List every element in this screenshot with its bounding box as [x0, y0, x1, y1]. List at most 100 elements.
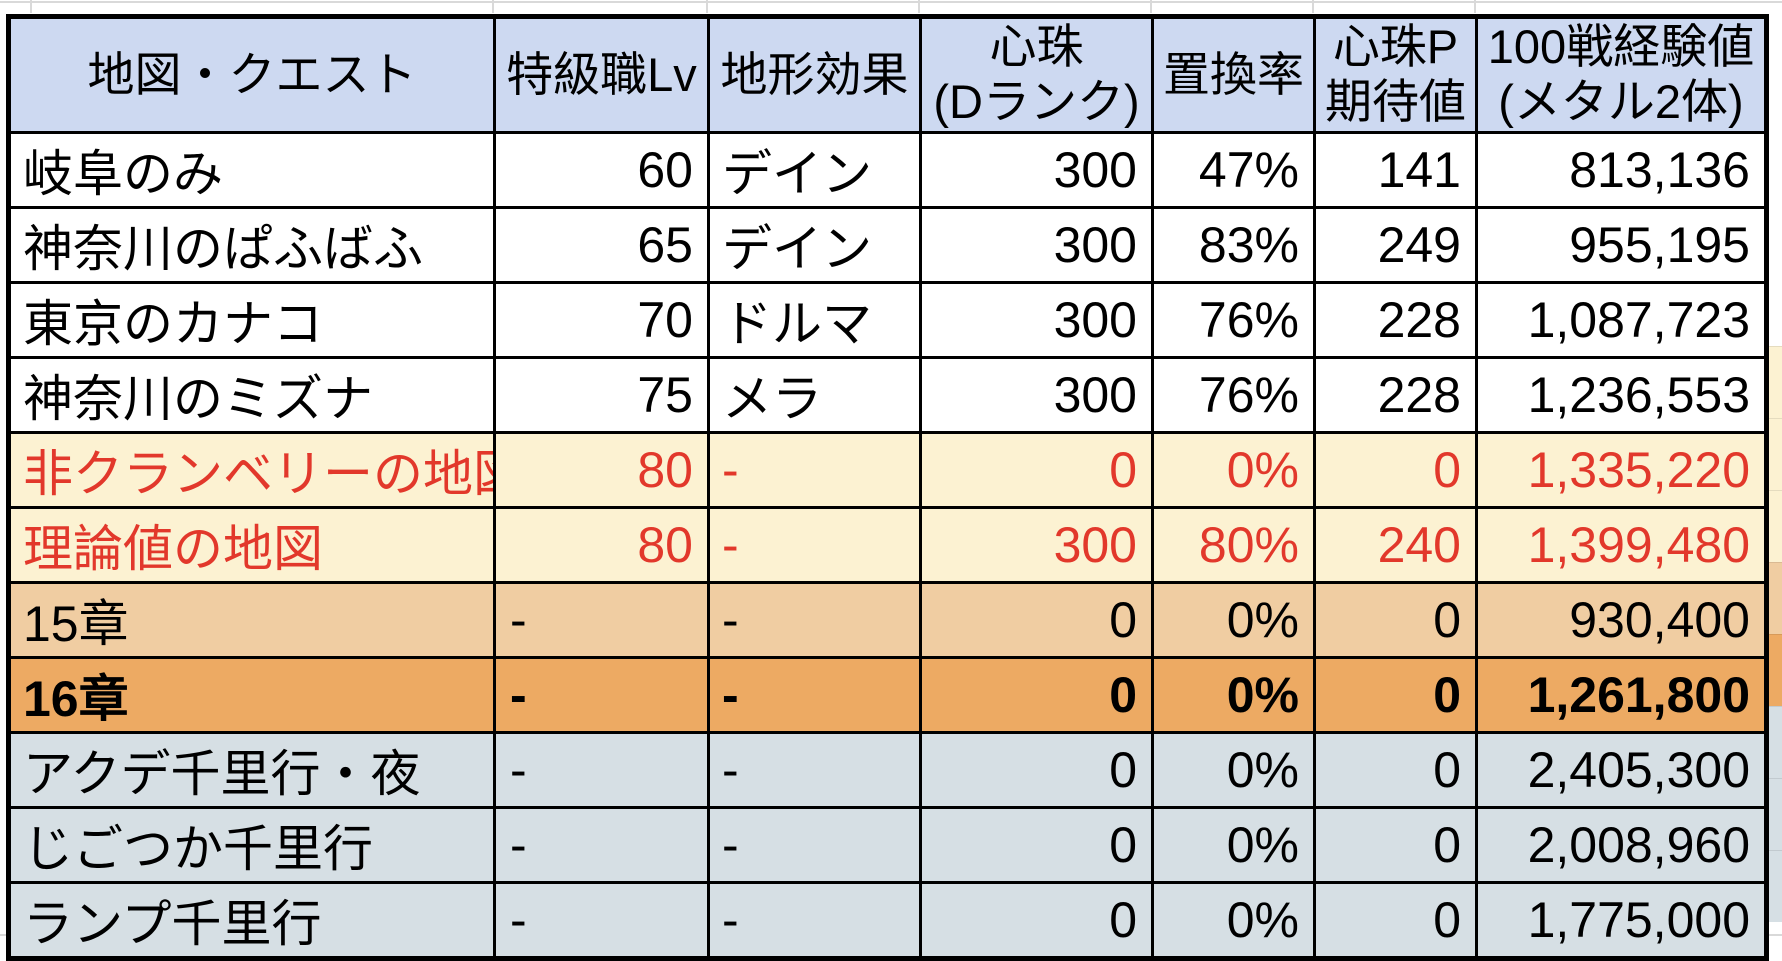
cell-terrain[interactable]: メラ: [707, 356, 922, 434]
cell-orb-points[interactable]: 228: [1313, 281, 1478, 359]
cell-orb[interactable]: 0: [919, 581, 1154, 659]
cell-terrain[interactable]: デイン: [707, 206, 922, 284]
cell-terrain[interactable]: デイン: [707, 131, 922, 209]
cell-terrain[interactable]: -: [707, 506, 922, 584]
table-row: 理論値の地図 80 - 300 80% 240 1,399,480: [7, 506, 1768, 584]
cell-rate[interactable]: 0%: [1151, 881, 1316, 960]
gridline: [706, 0, 708, 13]
col-header-rate[interactable]: 置換率: [1151, 15, 1316, 134]
cell-quest[interactable]: 東京のカナコ: [7, 281, 496, 359]
cell-level[interactable]: -: [493, 731, 710, 809]
cell-orb-points[interactable]: 0: [1313, 431, 1478, 509]
cell-level[interactable]: 80: [493, 506, 710, 584]
cell-terrain[interactable]: ドルマ: [707, 281, 922, 359]
cell-orb[interactable]: 0: [919, 656, 1154, 734]
fill-blue: [1766, 850, 1782, 922]
cell-orb[interactable]: 300: [919, 131, 1154, 209]
cell-quest[interactable]: 理論値の地図: [7, 506, 496, 584]
cell-exp[interactable]: 1,236,553: [1475, 356, 1768, 434]
cell-level[interactable]: -: [493, 656, 710, 734]
cell-orb[interactable]: 0: [919, 881, 1154, 960]
cell-level[interactable]: -: [493, 806, 710, 884]
gridline: [1474, 0, 1476, 13]
cell-rate[interactable]: 47%: [1151, 131, 1316, 209]
cell-terrain[interactable]: -: [707, 731, 922, 809]
cell-orb-points[interactable]: 0: [1313, 731, 1478, 809]
cell-quest[interactable]: ランプ千里行: [7, 881, 496, 960]
cell-level[interactable]: 60: [493, 131, 710, 209]
cell-orb-points[interactable]: 249: [1313, 206, 1478, 284]
cell-exp[interactable]: 813,136: [1475, 131, 1768, 209]
col-header-quest[interactable]: 地図・クエスト: [7, 15, 496, 134]
cell-quest[interactable]: 神奈川のミズナ: [7, 356, 496, 434]
cell-rate[interactable]: 0%: [1151, 731, 1316, 809]
cell-exp[interactable]: 1,775,000: [1475, 881, 1768, 960]
cell-orb[interactable]: 0: [919, 431, 1154, 509]
cell-orb-points[interactable]: 0: [1313, 881, 1478, 960]
cell-exp[interactable]: 2,405,300: [1475, 731, 1768, 809]
table-row: 15章 - - 0 0% 0 930,400: [7, 581, 1768, 659]
gridline: [30, 0, 32, 13]
col-header-exp[interactable]: 100戦経験値 (メタル2体): [1475, 15, 1768, 134]
table-row: 神奈川のぱふばふ 65 デイン 300 83% 249 955,195: [7, 206, 1768, 284]
table-row: じごつか千里行 - - 0 0% 0 2,008,960: [7, 806, 1768, 884]
gridline: [918, 0, 920, 13]
col-header-orb[interactable]: 心珠 (Dランク): [919, 15, 1154, 134]
cell-orb-points[interactable]: 240: [1313, 506, 1478, 584]
cell-rate[interactable]: 0%: [1151, 806, 1316, 884]
cell-rate[interactable]: 76%: [1151, 281, 1316, 359]
cell-level[interactable]: 70: [493, 281, 710, 359]
fill-tan: [1766, 562, 1782, 634]
fill-white: [1766, 14, 1782, 346]
cell-level[interactable]: 80: [493, 431, 710, 509]
cell-orb-points[interactable]: 0: [1313, 806, 1478, 884]
gridline: [0, 1, 1782, 3]
cell-orb[interactable]: 300: [919, 206, 1154, 284]
cell-level[interactable]: 65: [493, 206, 710, 284]
cell-terrain[interactable]: -: [707, 881, 922, 960]
cell-rate[interactable]: 0%: [1151, 431, 1316, 509]
cell-rate[interactable]: 0%: [1151, 656, 1316, 734]
cell-exp[interactable]: 1,261,800: [1475, 656, 1768, 734]
cell-rate[interactable]: 80%: [1151, 506, 1316, 584]
cell-orb-points[interactable]: 141: [1313, 131, 1478, 209]
cell-rate[interactable]: 83%: [1151, 206, 1316, 284]
cell-exp[interactable]: 1,399,480: [1475, 506, 1768, 584]
cell-orb-points[interactable]: 0: [1313, 581, 1478, 659]
cell-orb[interactable]: 0: [919, 806, 1154, 884]
cell-rate[interactable]: 76%: [1151, 356, 1316, 434]
cell-exp[interactable]: 930,400: [1475, 581, 1768, 659]
cell-terrain[interactable]: -: [707, 656, 922, 734]
cell-exp[interactable]: 955,195: [1475, 206, 1768, 284]
cell-exp[interactable]: 2,008,960: [1475, 806, 1768, 884]
cell-orb[interactable]: 0: [919, 731, 1154, 809]
cell-orb[interactable]: 300: [919, 281, 1154, 359]
cell-rate[interactable]: 0%: [1151, 581, 1316, 659]
cell-orb-points[interactable]: 0: [1313, 656, 1478, 734]
col-header-terrain[interactable]: 地形効果: [707, 15, 922, 134]
cell-quest[interactable]: 16章: [7, 656, 496, 734]
cell-level[interactable]: -: [493, 881, 710, 960]
cell-terrain[interactable]: -: [707, 806, 922, 884]
col-header-orb-points[interactable]: 心珠P 期待値: [1313, 15, 1478, 134]
header-row: 地図・クエスト 特級職Lv 地形効果 心珠 (Dランク) 置換率 心珠P 期待値…: [7, 15, 1768, 134]
col-header-level[interactable]: 特級職Lv: [493, 15, 710, 134]
cell-exp[interactable]: 1,335,220: [1475, 431, 1768, 509]
cell-terrain[interactable]: -: [707, 581, 922, 659]
fill-blue: [1766, 778, 1782, 850]
cell-level[interactable]: 75: [493, 356, 710, 434]
cell-quest[interactable]: アクデ千里行・夜: [7, 731, 496, 809]
cell-quest[interactable]: 神奈川のぱふばふ: [7, 206, 496, 284]
cell-terrain[interactable]: -: [707, 431, 922, 509]
cell-quest[interactable]: 15章: [7, 581, 496, 659]
cell-orb[interactable]: 300: [919, 356, 1154, 434]
cell-orb[interactable]: 300: [919, 506, 1154, 584]
table-row: 岐阜のみ 60 デイン 300 47% 141 813,136: [7, 131, 1768, 209]
cell-exp[interactable]: 1,087,723: [1475, 281, 1768, 359]
cell-quest[interactable]: 岐阜のみ: [7, 131, 496, 209]
cell-orb-points[interactable]: 228: [1313, 356, 1478, 434]
cell-level[interactable]: -: [493, 581, 710, 659]
gridline: [1312, 0, 1314, 13]
cell-quest[interactable]: 非クランベリーの地図: [7, 431, 496, 509]
cell-quest[interactable]: じごつか千里行: [7, 806, 496, 884]
